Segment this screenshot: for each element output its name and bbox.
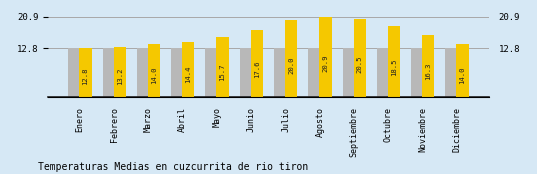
Text: 17.6: 17.6 xyxy=(254,60,260,78)
Text: 14.4: 14.4 xyxy=(185,65,191,83)
Bar xyxy=(353,18,366,97)
Bar xyxy=(456,44,469,97)
Text: 14.0: 14.0 xyxy=(460,66,466,84)
Text: 20.5: 20.5 xyxy=(357,56,362,73)
Text: Temperaturas Medias en cuzcurrita de rio tiron: Temperaturas Medias en cuzcurrita de rio… xyxy=(38,162,308,172)
Text: 12.8: 12.8 xyxy=(83,68,89,85)
Bar xyxy=(216,37,229,97)
Text: 15.7: 15.7 xyxy=(220,63,226,81)
Bar xyxy=(114,47,126,97)
Bar xyxy=(103,48,115,97)
Bar xyxy=(251,30,263,97)
Bar xyxy=(388,26,400,97)
Bar xyxy=(308,48,321,97)
Bar xyxy=(68,48,81,97)
Bar xyxy=(182,42,194,97)
Bar xyxy=(343,48,355,97)
Bar xyxy=(422,35,434,97)
Text: 20.0: 20.0 xyxy=(288,56,294,74)
Text: 13.2: 13.2 xyxy=(117,67,123,85)
Text: 18.5: 18.5 xyxy=(391,59,397,76)
Bar xyxy=(320,17,331,97)
Text: 14.0: 14.0 xyxy=(151,66,157,84)
Bar xyxy=(377,48,389,97)
Bar xyxy=(411,48,423,97)
Bar xyxy=(137,48,149,97)
Bar xyxy=(274,48,286,97)
Bar xyxy=(148,44,160,97)
Bar xyxy=(285,20,297,97)
Bar xyxy=(79,48,91,97)
Bar xyxy=(240,48,252,97)
Bar xyxy=(171,48,184,97)
Bar xyxy=(206,48,217,97)
Text: 16.3: 16.3 xyxy=(425,62,431,80)
Text: 20.9: 20.9 xyxy=(322,55,329,72)
Bar xyxy=(446,48,458,97)
